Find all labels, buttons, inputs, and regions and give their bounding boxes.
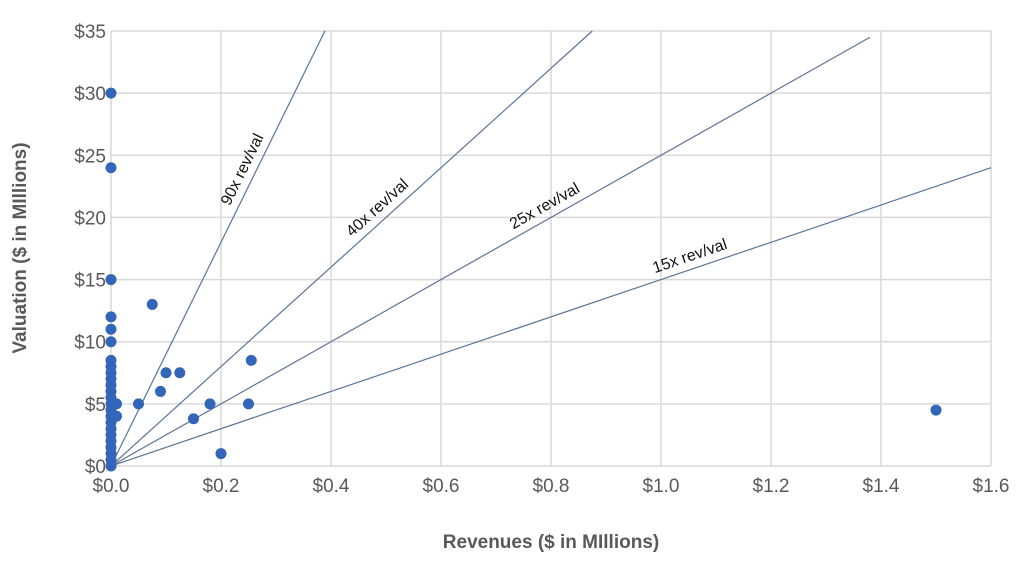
data-point [105, 311, 117, 323]
data-point [105, 460, 117, 472]
data-point [133, 398, 144, 410]
data-point [245, 354, 257, 366]
reference-line [110, 30, 593, 467]
data-point [105, 162, 117, 174]
reference-line-label: 90x rev/val [218, 131, 267, 208]
y-tick-label: $15 [74, 271, 106, 292]
y-tick-labels: $0 $5 $10 $15 $20 $25 $30 $35 [74, 22, 106, 478]
x-tick-labels: $0.0 $0.2 $0.4 $0.6 $0.8 $1.0 $1.2 $1.4 $1.6 [93, 476, 1010, 497]
x-axis-title: Revenues ($ in MIllions) [443, 532, 659, 553]
reference-line [110, 30, 326, 467]
reference-line [110, 167, 992, 467]
data-point [105, 323, 117, 335]
data-point [155, 385, 166, 397]
x-tick-label: $0.0 [93, 476, 130, 497]
y-tick-label: $25 [74, 146, 106, 167]
reference-line [110, 36, 871, 467]
y-tick-label: $30 [74, 84, 106, 105]
data-point [160, 367, 172, 379]
data-point [111, 398, 122, 410]
x-tick-label: $1.0 [643, 476, 680, 497]
data-point [188, 413, 199, 425]
x-tick-label: $0.2 [203, 476, 240, 497]
x-tick-label: $0.8 [533, 476, 570, 497]
y-tick-label: $35 [74, 22, 106, 43]
data-point [215, 448, 227, 460]
data-points [105, 87, 942, 472]
x-tick-label: $1.6 [973, 476, 1010, 497]
data-point [146, 298, 158, 310]
y-tick-label: $10 [74, 333, 106, 354]
y-axis-title: Valuation ($ in MIllions) [10, 142, 31, 353]
data-point [204, 398, 216, 410]
data-point [243, 398, 254, 410]
x-tick-label: $0.6 [423, 476, 460, 497]
x-tick-label: $1.2 [753, 476, 790, 497]
y-tick-label: $5 [85, 395, 106, 416]
data-point [105, 336, 117, 348]
x-tick-label: $1.4 [863, 476, 900, 497]
y-tick-label: $0 [85, 457, 106, 478]
data-point [105, 274, 117, 286]
grid [110, 30, 992, 467]
reference-line-label: 15x rev/val [651, 236, 730, 277]
data-point [111, 410, 122, 422]
data-point [174, 367, 186, 379]
x-tick-label: $0.4 [313, 476, 350, 497]
data-point [105, 87, 117, 99]
data-point [930, 404, 942, 416]
y-tick-label: $20 [74, 208, 106, 229]
reference-line-label: 40x rev/val [343, 176, 412, 240]
